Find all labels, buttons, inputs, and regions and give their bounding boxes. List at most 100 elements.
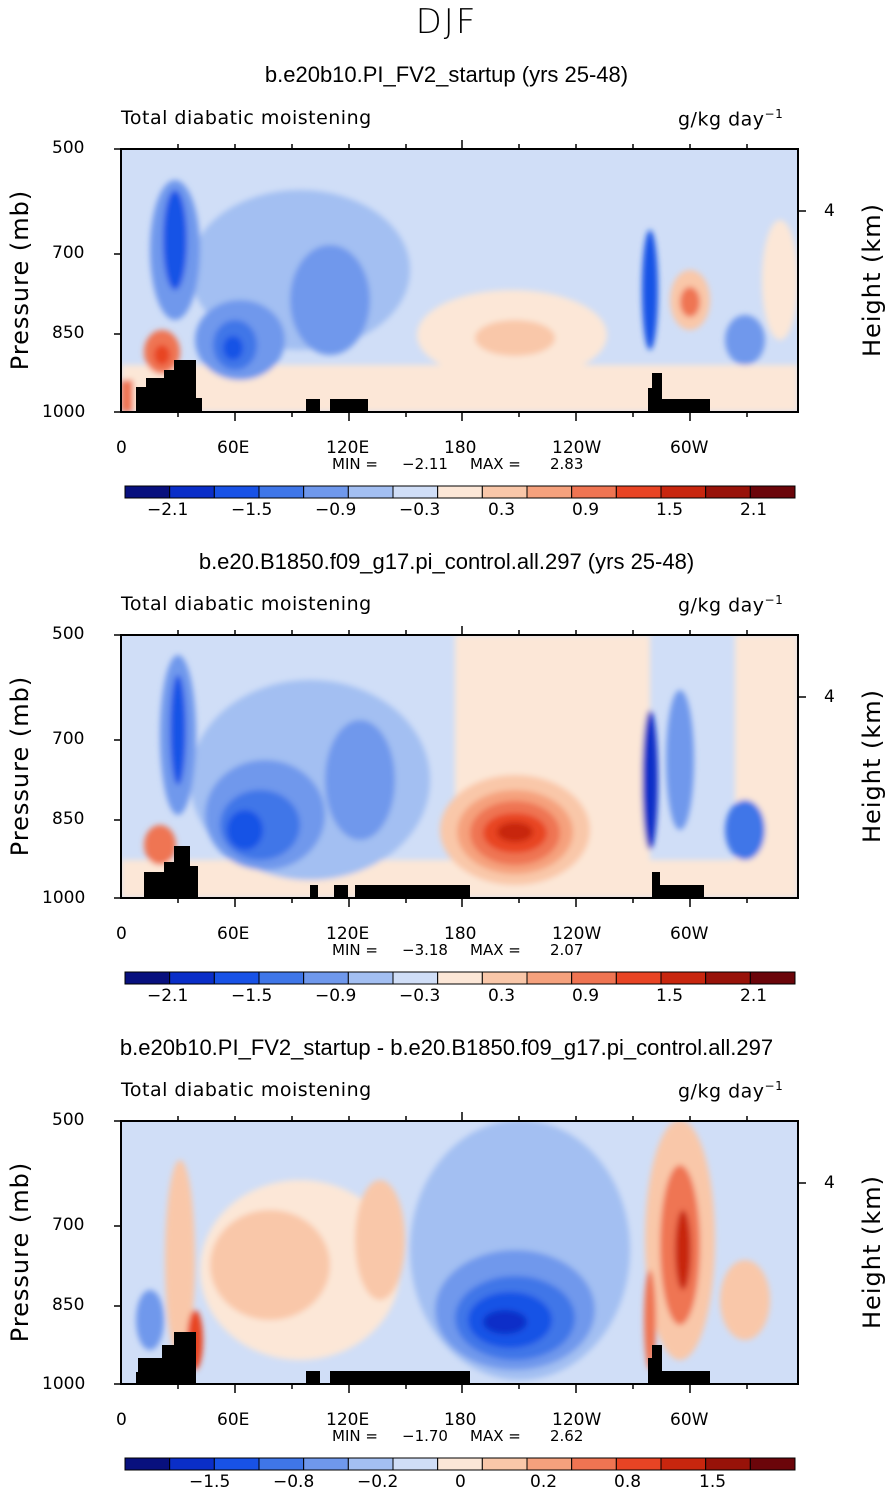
panel-1-colorbar-cell (571, 485, 617, 499)
panel-3-colorbar-cell (705, 1457, 751, 1471)
panel-2-colorbar-cell (303, 971, 349, 985)
panel-2-ytick-700: 700 (52, 729, 85, 749)
panel-3-cbar-tick-1: −1.5 (189, 1472, 231, 1492)
panel-2-cbar-tick-4: −0.3 (399, 986, 441, 1006)
panel-2-colorbar-cell (347, 971, 394, 985)
panel-2-terrain-6 (334, 885, 348, 898)
panel-3-cbar-tick-2: −0.8 (273, 1472, 315, 1492)
panel-1-colorbar-cell (660, 485, 707, 499)
panel-2-colorbar-cell (169, 971, 215, 985)
panel-1-pacific-core (475, 320, 555, 356)
panel-3-colorbar-cell (615, 1457, 662, 1471)
panel-3-cbar-tick-5: 0.2 (530, 1472, 558, 1492)
panel-1-cbar-tick-3: −0.9 (315, 500, 357, 520)
panel-2-xtick-120w: 120W (552, 924, 602, 944)
panel-2-warm-6 (144, 825, 176, 865)
panel-3-warm-2 (355, 1180, 405, 1300)
panel-3-xtick-120w: 120W (552, 1410, 602, 1430)
panel-1-ytick-1000: 1000 (42, 402, 86, 422)
panel-1-xtick-0: 0 (116, 438, 127, 458)
panel-3-colorbar-cell (213, 1457, 260, 1471)
panel-1-terrain-10 (660, 399, 710, 412)
panel-3-xtick-120e: 120E (326, 1410, 370, 1430)
panel-2-moist-4 (325, 720, 395, 840)
panel-1-xtick-60e: 60E (217, 438, 250, 458)
panel-1-terrain-7 (330, 399, 368, 412)
panel-3-min-value: −1.70 (402, 1427, 448, 1445)
panel-1-moist-7 (725, 315, 765, 365)
panel-2-colorbar-cell (660, 971, 707, 985)
panel-2-cbar-tick-8: 2.1 (740, 986, 768, 1006)
panel-2-terrain-1 (144, 872, 166, 898)
panel-1-andes-moist (642, 230, 658, 350)
panel-1-xtick-60w: 60W (670, 438, 709, 458)
panel-1-colorbar-cell (213, 485, 260, 499)
panel-1-title: b.e20b10.PI_FV2_startup (yrs 25-48) (264, 62, 629, 87)
panel-3-terrain-6 (330, 1371, 470, 1384)
panel-2-colorbar-cell (258, 971, 305, 985)
panel-2-colorbar-cell (392, 971, 439, 985)
panel-2-min-value: −3.18 (402, 941, 448, 959)
panel-2-colorbar-cell (213, 971, 260, 985)
panel-1-colorbar-cell (615, 485, 662, 499)
panel-3-xtick-60e: 60E (217, 1410, 250, 1430)
panel-3-ytick-850: 850 (52, 1295, 85, 1315)
panel-1-terrain-1 (136, 387, 148, 412)
panel-1-min-value: −2.11 (402, 455, 448, 473)
panel-1-ytick-500: 500 (52, 138, 85, 158)
panel-3-ytick-1000: 1000 (42, 1374, 86, 1394)
panel-1-cbar-tick-1: −2.1 (147, 500, 189, 520)
panel-1-colorbar-cell (169, 485, 215, 499)
panel-1-height-tick: 4 (824, 201, 835, 221)
panel-1-units-label: g/kg day−1 (678, 107, 784, 131)
panel-3-warm-1 (210, 1210, 330, 1320)
panel-3-colorbar-cell (392, 1457, 439, 1471)
panel-3-colorbar-cell (303, 1457, 349, 1471)
panel-3-colorbar-cell (526, 1457, 573, 1471)
panel-3-colorbar-cell (437, 1457, 483, 1471)
panel-1-colorbar-cell (526, 485, 573, 499)
panel-1-colorbar-cell (347, 485, 394, 499)
panel-2-colorbar-cell (526, 971, 573, 985)
panel-3-colorbar (124, 1457, 796, 1471)
panel-1-colorbar-cell (303, 485, 349, 499)
panel-2-xtick-60w: 60W (670, 924, 709, 944)
panel-1-colorbar (124, 485, 796, 499)
panel-1-moist-4 (290, 245, 370, 355)
panel-3-ytick-500: 500 (52, 1110, 85, 1130)
panel-1-ticks (114, 140, 806, 421)
panel-3-ticks (114, 1112, 806, 1393)
panel-3-moist-5 (136, 1290, 164, 1350)
panel-1-terrain-2 (146, 378, 166, 412)
panel-2-max-value: 2.07 (550, 941, 584, 959)
panel-1-ytick-700: 700 (52, 243, 85, 263)
panel-3-colorbar-cell (571, 1457, 617, 1471)
panel-3-terrain-4 (174, 1332, 196, 1384)
panel-3-cbar-tick-3: −0.2 (357, 1472, 399, 1492)
panel-2-moist-8 (725, 800, 765, 860)
panel-1-min-label: MIN = (332, 455, 378, 473)
panel-2-colorbar-cell (571, 971, 617, 985)
panel-3-cbar-tick-4: 0 (455, 1472, 466, 1492)
panel-1-ytick-850: 850 (52, 323, 85, 343)
panel-2-xtick-120e: 120E (326, 924, 370, 944)
panel-3-colorbar-cell (660, 1457, 707, 1471)
panel-3-colorbar-cell (347, 1457, 394, 1471)
panel-1-max-value: 2.83 (550, 455, 584, 473)
panel-3-plot (114, 1112, 806, 1393)
panel-2-max-label: MAX = (470, 941, 521, 959)
panel-2-xtick-0: 0 (116, 924, 127, 944)
panel-2-terrain-3 (174, 846, 190, 898)
panel-2-height-tick: 4 (824, 687, 835, 707)
panel-3-frame (120, 1120, 799, 1385)
panel-3-units-label: g/kg day−1 (678, 1079, 784, 1103)
panel-1-cbar-tick-8: 2.1 (740, 500, 768, 520)
panel-1-warm-4 (680, 287, 700, 317)
panel-1-contours (121, 149, 798, 412)
panel-1-cbar-tick-4: −0.3 (399, 500, 441, 520)
panel-2-colorbar-cell (481, 971, 528, 985)
panel-2-title: b.e20.B1850.f09_g17.pi_control.all.297 (… (198, 549, 695, 574)
panel-1-terrain-9 (652, 373, 662, 412)
panel-2-colorbar-cell (705, 971, 751, 985)
panel-1-moist-3 (223, 336, 243, 360)
